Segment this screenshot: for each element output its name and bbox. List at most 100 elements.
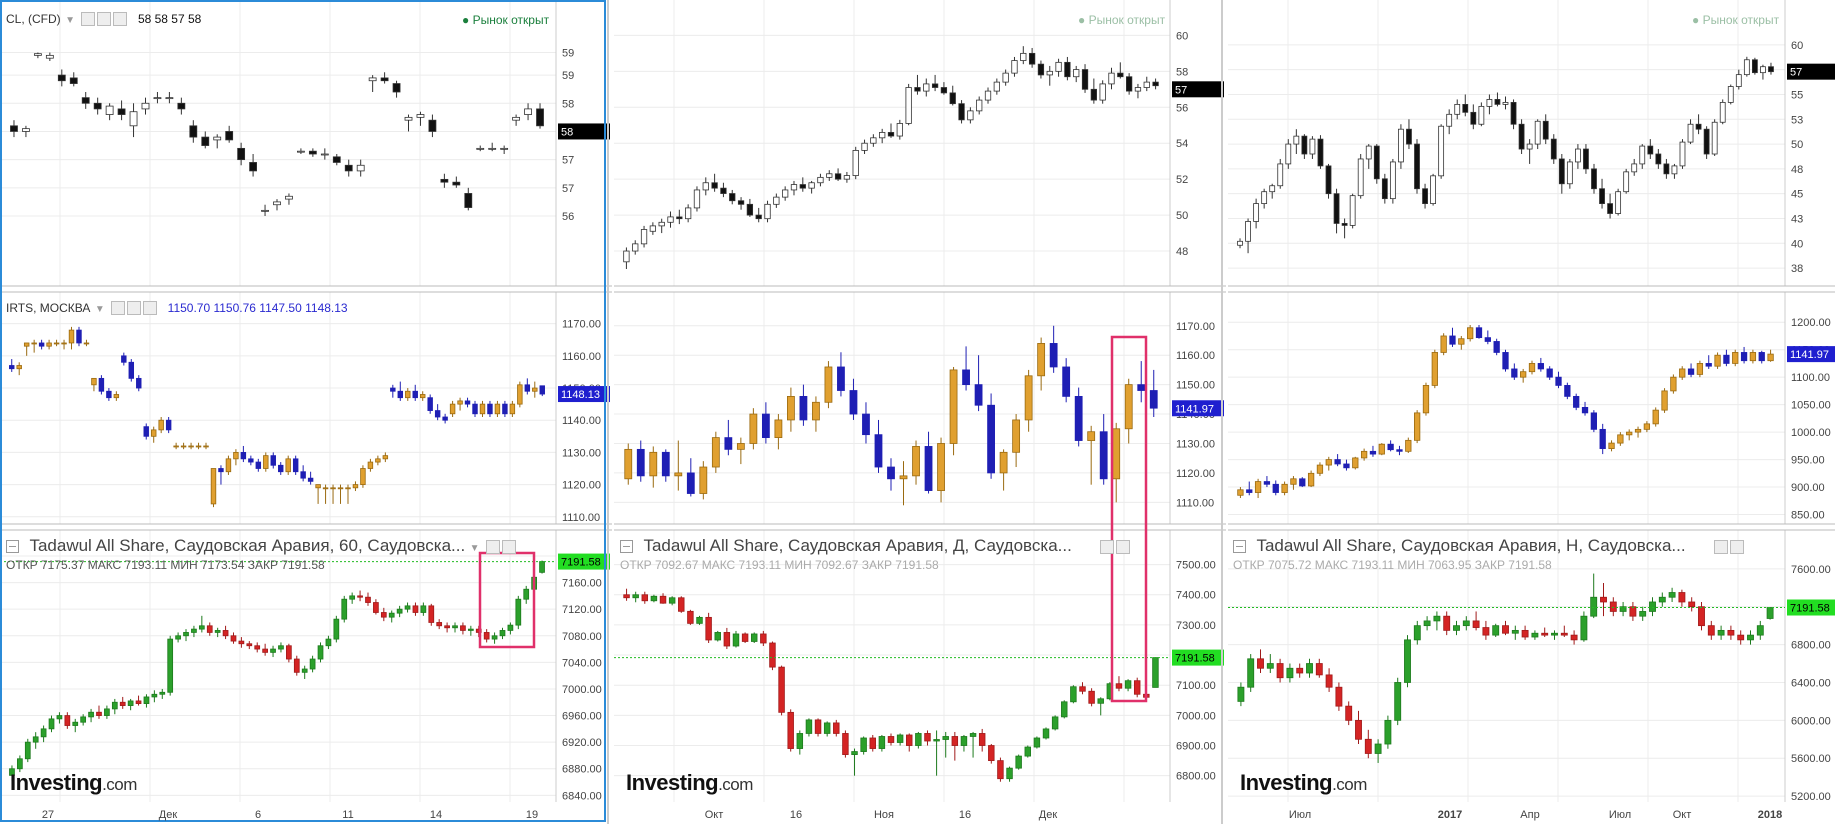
close-icon[interactable] bbox=[143, 300, 158, 315]
candle-body bbox=[464, 400, 471, 405]
candle-body bbox=[136, 377, 142, 389]
candle-body bbox=[1112, 428, 1121, 480]
tad-d-symbol[interactable]: Tadawul All Share, Саудовская Аравия, Д,… bbox=[643, 536, 1072, 555]
collapse-icon[interactable] bbox=[6, 540, 19, 554]
candle-body bbox=[1617, 434, 1624, 444]
chevron-down-icon[interactable]: ▼ bbox=[94, 304, 105, 315]
candle-body bbox=[1639, 145, 1646, 165]
y-tick-label: 6960.00 bbox=[562, 711, 602, 723]
candle-body bbox=[1634, 428, 1642, 433]
collapse-icon[interactable] bbox=[1233, 540, 1246, 554]
y-tick-label: 1150.00 bbox=[1176, 380, 1215, 392]
irts-symbol[interactable]: IRTS, МОСКВА bbox=[6, 301, 91, 315]
chevron-down-icon[interactable]: ▼ bbox=[469, 543, 480, 554]
candle-body bbox=[337, 487, 344, 490]
y-tick-label: 43 bbox=[1791, 213, 1803, 225]
candle-body bbox=[270, 455, 276, 466]
candle-body bbox=[1591, 168, 1597, 190]
settings-icon[interactable] bbox=[1100, 539, 1115, 554]
candle-body bbox=[1767, 353, 1774, 362]
settings-icon[interactable] bbox=[1714, 539, 1729, 554]
candle-body bbox=[167, 638, 174, 693]
tad-w-symbol[interactable]: Tadawul All Share, Саудовская Аравия, Н,… bbox=[1256, 536, 1686, 555]
last-price-tag bbox=[1172, 81, 1224, 98]
candle-body bbox=[1472, 620, 1480, 628]
candle-body bbox=[659, 595, 667, 604]
candle-body bbox=[1760, 66, 1766, 74]
settings-icon[interactable] bbox=[111, 300, 126, 315]
candle-body bbox=[949, 92, 956, 105]
candle-body bbox=[1600, 596, 1607, 603]
y-tick-label: 1140.00 bbox=[562, 415, 601, 427]
candle-body bbox=[1453, 625, 1460, 631]
tad-d-header[interactable]: Tadawul All Share, Саудовская Аравия, Д,… bbox=[620, 536, 1131, 556]
tad-60-symbol[interactable]: Tadawul All Share, Саудовская Аравия, 60… bbox=[29, 536, 466, 555]
close-icon[interactable] bbox=[113, 11, 128, 26]
y-tick-label: 1120.00 bbox=[1176, 468, 1215, 480]
close-icon[interactable] bbox=[502, 539, 517, 554]
collapse-icon[interactable] bbox=[620, 540, 633, 554]
irts-symbol-header[interactable]: IRTS, МОСКВА ▼ 1150.70 1150.76 1147.50 1… bbox=[6, 299, 348, 317]
y-tick-label: 60 bbox=[1791, 40, 1803, 52]
y-tick-label: 57 bbox=[562, 183, 574, 195]
candle-body bbox=[1263, 481, 1271, 485]
candle-body bbox=[814, 719, 822, 734]
candle-body bbox=[1703, 128, 1710, 155]
candle-body bbox=[760, 633, 767, 644]
close-icon[interactable] bbox=[1116, 539, 1131, 554]
candle-body bbox=[1307, 472, 1315, 487]
chevron-down-icon[interactable]: ▼ bbox=[65, 15, 76, 26]
candle-body bbox=[1246, 489, 1253, 493]
settings-icon[interactable] bbox=[486, 539, 501, 554]
candle-body bbox=[375, 458, 381, 463]
refresh-icon[interactable] bbox=[127, 300, 142, 315]
y-tick-label: 7600.00 bbox=[1791, 564, 1831, 576]
candle-body bbox=[1438, 125, 1445, 177]
candle-body bbox=[524, 384, 531, 392]
settings-icon[interactable] bbox=[81, 11, 96, 26]
candle-body bbox=[1550, 138, 1557, 160]
candle-body bbox=[808, 182, 815, 189]
watermark-logo: Investing.com bbox=[1240, 770, 1367, 795]
candle-body bbox=[1414, 143, 1420, 190]
candle-body bbox=[933, 739, 940, 742]
candle-body bbox=[1301, 135, 1308, 155]
candle-body bbox=[1655, 153, 1662, 165]
candle-body bbox=[960, 736, 968, 746]
candle-body bbox=[1272, 483, 1279, 493]
candle-body bbox=[173, 445, 179, 448]
candle-body bbox=[1696, 363, 1704, 375]
cl-symbol[interactable]: CL, (CFD) bbox=[6, 12, 61, 26]
candle-body bbox=[23, 342, 30, 347]
candle-body bbox=[1599, 428, 1606, 449]
candle-body bbox=[32, 736, 39, 743]
last-price-label: 1148.13 bbox=[561, 389, 600, 401]
candle-body bbox=[91, 377, 97, 386]
tad-w-header[interactable]: Tadawul All Share, Саудовская Аравия, Н,… bbox=[1233, 536, 1745, 556]
tad-60-header[interactable]: Tadawul All Share, Саудовская Аравия, 60… bbox=[6, 536, 517, 556]
refresh-icon[interactable] bbox=[97, 11, 112, 26]
candle-body bbox=[442, 416, 448, 421]
candle-body bbox=[225, 458, 232, 473]
candle-body bbox=[1290, 478, 1297, 485]
candle-body bbox=[31, 342, 37, 345]
candle-body bbox=[1570, 634, 1578, 641]
candle-body bbox=[69, 77, 78, 84]
cl-symbol-header[interactable]: CL, (CFD) ▼ 58 58 57 58 bbox=[6, 10, 201, 28]
candle-body bbox=[225, 131, 234, 141]
candle-body bbox=[1688, 601, 1696, 608]
candle-body bbox=[724, 437, 733, 450]
candle-body bbox=[993, 81, 1000, 92]
tad-w-ohlc: ОТКР 7075.72 МАКС 7193.11 МИН 7063.95 ЗА… bbox=[1233, 558, 1552, 572]
candle-body bbox=[1134, 87, 1142, 92]
y-tick-label: 1130.00 bbox=[1176, 438, 1215, 450]
candle-body bbox=[1316, 464, 1324, 474]
candle-body bbox=[984, 90, 992, 101]
candle-body bbox=[1581, 406, 1589, 414]
candle-body bbox=[117, 108, 126, 115]
candle-body bbox=[1723, 354, 1730, 364]
y-tick-label: 1160.00 bbox=[1176, 350, 1215, 362]
candle-body bbox=[649, 225, 657, 232]
candle-body bbox=[1064, 61, 1071, 78]
close-icon[interactable] bbox=[1730, 539, 1745, 554]
